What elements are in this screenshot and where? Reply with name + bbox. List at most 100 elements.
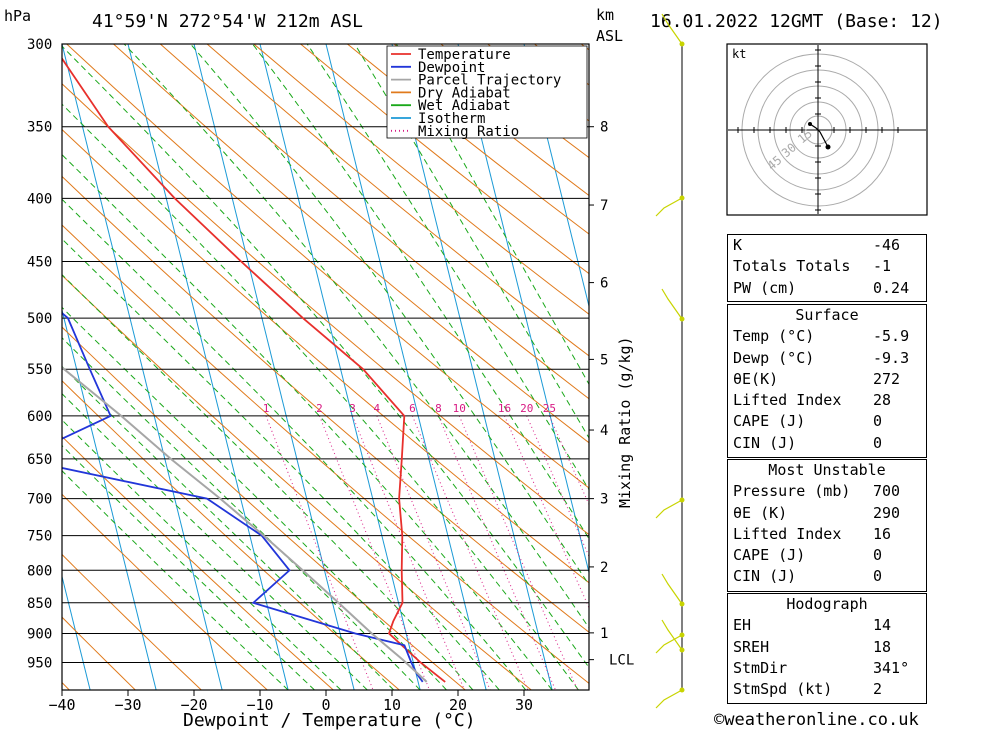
mixing-ratio-line — [376, 415, 491, 690]
index-label: Pressure (mb) — [733, 482, 851, 501]
km-tick-label: 4 — [600, 423, 608, 439]
index-label: Totals Totals — [733, 257, 851, 276]
index-row: CIN (J) 0 — [728, 566, 926, 587]
dry-adiabat — [0, 44, 3, 690]
index-label: StmSpd (kt) — [733, 680, 833, 699]
index-row: θE (K) 290 — [728, 503, 926, 524]
isotherm — [523, 44, 589, 309]
legend-item: Mixing Ratio — [418, 124, 519, 140]
legend-box — [386, 45, 588, 139]
legend-item: Isotherm — [418, 111, 485, 127]
most-unstable-title: Most Unstable — [768, 461, 886, 479]
pressure-tick-label: 400 — [27, 191, 52, 207]
dry-adiabat — [62, 493, 268, 690]
mixing-ratio-label: 4 — [374, 402, 381, 415]
asl-unit-label: ASL — [596, 27, 623, 45]
wet-adiabat — [62, 393, 368, 690]
index-row: CIN (J) 0 — [728, 433, 926, 454]
index-value: 0 — [873, 412, 883, 431]
pressure-tick-label: 950 — [27, 655, 52, 671]
hodograph-storm-motion — [825, 144, 831, 150]
index-value: 700 — [873, 482, 901, 501]
dry-adiabat — [253, 44, 589, 315]
index-value: 0 — [873, 546, 883, 565]
mixing-ratio-line — [438, 415, 556, 690]
index-row: Totals Totals -1 — [728, 256, 926, 277]
km-tick-label: 5 — [600, 352, 608, 368]
dry-adiabat — [206, 44, 589, 357]
wind-barb — [655, 499, 683, 519]
index-row: StmDir 341° — [728, 658, 926, 679]
pressure-tick-label: 550 — [27, 362, 52, 378]
km-tick-label: 3 — [600, 492, 608, 508]
pressure-tick-label: 750 — [27, 529, 52, 545]
wet-adiabat — [123, 44, 589, 629]
pressure-tick-label: 900 — [27, 626, 52, 642]
pressure-tick-label: 850 — [27, 596, 52, 612]
index-label: CIN (J) — [733, 433, 797, 452]
hodograph-unit: kt — [732, 47, 746, 61]
wet-adiabat — [62, 238, 500, 690]
mixing-ratio-line — [504, 415, 589, 609]
mixing-ratio-label: 8 — [435, 402, 442, 415]
mixing-ratio-label: 3 — [349, 402, 356, 415]
pressure-tick-label: 450 — [27, 255, 52, 271]
index-label: CAPE (J) — [733, 546, 806, 565]
series-parcel-trajectory — [62, 366, 428, 683]
x-tick-label: 20 — [449, 696, 467, 714]
km-tick-label: 2 — [600, 560, 608, 576]
index-value: -5.9 — [873, 327, 910, 346]
index-value: 0 — [873, 567, 883, 586]
wet-adiabat — [62, 306, 447, 690]
isotherm — [62, 44, 223, 690]
wet-adiabat — [395, 44, 589, 386]
legend-item: Dry Adiabat — [418, 85, 511, 101]
index-value: 0.24 — [873, 278, 910, 297]
index-label: EH — [733, 616, 752, 635]
hodograph-indices-box: Hodograph EH 14 SREH 18 StmDir 341° StmSpd (kt… — [727, 593, 927, 704]
stability-indices-box: K -46 Totals Totals -1 PW (cm) 0.24 — [727, 234, 927, 302]
mixing-ratio-line — [411, 415, 529, 690]
km-tick-label: LCL — [609, 653, 634, 669]
index-value: 18 — [873, 637, 892, 656]
copyright-text: ©weatheronline.co.uk — [714, 710, 919, 730]
pressure-tick-label: 800 — [27, 563, 52, 579]
km-tick-label: 1 — [600, 626, 608, 642]
index-row: Lifted Index 16 — [728, 524, 926, 545]
index-label: CIN (J) — [733, 567, 797, 586]
index-label: θE (K) — [733, 503, 788, 522]
index-row: StmSpd (kt) 2 — [728, 679, 926, 700]
index-label: SREH — [733, 637, 770, 656]
axes: 3003504004505005506006507007508008509009… — [27, 37, 634, 714]
location-title: 41°59'N 272°54'W 212m ASL — [92, 11, 363, 32]
index-value: 2 — [873, 680, 883, 699]
datetime-title: 16.01.2022 12GMT (Base: 12) — [650, 11, 943, 32]
index-value: 28 — [873, 391, 892, 410]
mixing-ratio-line — [319, 415, 430, 690]
wind-barb — [661, 288, 683, 320]
isotherm — [62, 574, 91, 690]
hodograph-trace — [809, 123, 829, 148]
wet-adiabat — [62, 337, 421, 690]
wind-barb — [661, 13, 683, 45]
mixing-ratio-label: 16 — [498, 402, 511, 415]
index-row: Lifted Index 28 — [728, 390, 926, 411]
km-tick-label: 6 — [600, 276, 608, 292]
dry-adiabat — [62, 380, 400, 690]
wet-adiabat — [306, 44, 589, 491]
isotherm — [259, 44, 421, 690]
km-tick-label: 8 — [600, 120, 608, 136]
index-label: K — [733, 236, 743, 254]
isotherm — [0, 44, 24, 690]
isotherm — [325, 44, 487, 690]
mixing-ratio-axis-title: Mixing Ratio (g/kg) — [616, 336, 634, 508]
wind-profile — [655, 13, 685, 709]
index-row: SREH 18 — [728, 637, 926, 658]
wind-barb — [655, 634, 683, 654]
wet-adiabat — [62, 198, 527, 690]
index-label: Dewp (°C) — [733, 348, 815, 367]
wind-barb — [661, 573, 683, 605]
x-tick-label: −30 — [114, 696, 141, 714]
